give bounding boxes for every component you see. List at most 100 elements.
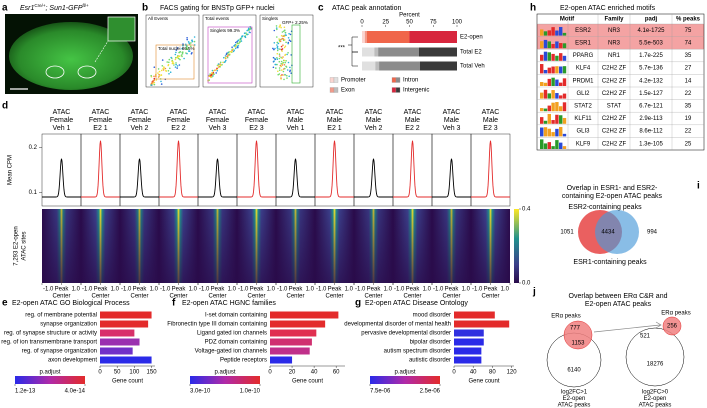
facs-dot xyxy=(278,60,281,63)
category-label: PDZ domain containing xyxy=(205,340,267,346)
x-tick-label: -1.0 xyxy=(316,287,327,293)
facs-dot xyxy=(276,58,279,60)
motif-logo xyxy=(559,115,563,124)
motif-logo xyxy=(547,105,551,112)
x-tick-label: 1.0 xyxy=(345,287,354,293)
facs-dot xyxy=(276,44,278,46)
x-tick-label: 50 xyxy=(114,370,121,376)
facs-dot xyxy=(277,42,280,45)
facs-dot xyxy=(232,50,235,53)
facs-dot xyxy=(289,70,291,73)
colorbar-title: p.adjust xyxy=(214,370,235,376)
table-cell: STAT xyxy=(607,103,622,109)
table-cell: 27 xyxy=(685,66,692,72)
panel-title: Esr1Cre/+; Sun1-GFPfl/+ xyxy=(20,3,89,12)
facs-dot xyxy=(224,56,227,59)
colorbar xyxy=(190,376,260,384)
table-cell: 6.7e-121 xyxy=(639,103,663,109)
facs-dot xyxy=(221,63,223,66)
row-highlight xyxy=(537,36,704,50)
bar xyxy=(100,329,135,337)
category-label: reg. of membrane potential xyxy=(25,313,97,319)
x-tick-label: 40 xyxy=(311,370,318,376)
colorbar-label: 2.5e-06 xyxy=(420,389,441,395)
facs-dot xyxy=(284,54,286,56)
legend-swatch xyxy=(329,87,335,93)
track-header: Female xyxy=(128,117,151,124)
brain-section xyxy=(9,22,133,90)
facs-dot xyxy=(178,57,180,60)
x-tick-label: 0 xyxy=(452,370,456,376)
x-tick-label: -1.0 xyxy=(199,287,210,293)
x-tick-sublabel: Center xyxy=(91,294,109,300)
legend-label: Exon xyxy=(341,88,355,94)
y-axis-label: Mean CPM xyxy=(8,155,14,185)
category-label: Total E2 xyxy=(460,50,482,56)
facs-dot xyxy=(282,44,284,46)
category-label: Total Veh xyxy=(460,64,485,70)
x-tick-label: 1.0 xyxy=(462,287,471,293)
facs-dot xyxy=(276,28,278,31)
x-tick-label: 1.0 xyxy=(150,287,159,293)
category-label: reg. of synapse structure or activity xyxy=(4,331,97,337)
facs-dot xyxy=(178,64,181,66)
facs-dot xyxy=(150,74,152,77)
facs-dot xyxy=(188,42,190,44)
facs-dot xyxy=(283,26,286,29)
facs-dot xyxy=(185,46,188,48)
motif-logo xyxy=(551,77,555,86)
motif-logo xyxy=(559,106,563,112)
track-header: ATAC xyxy=(326,109,344,116)
facs-dot xyxy=(276,57,278,59)
facs-dot xyxy=(246,29,248,32)
legend-swatch xyxy=(395,77,401,83)
x-tick-label: 150 xyxy=(147,370,158,376)
facs-dot xyxy=(283,39,286,41)
table-frame xyxy=(536,13,705,151)
bar xyxy=(100,338,140,346)
motif-logo xyxy=(547,41,551,49)
motif-logo xyxy=(547,128,551,137)
facs-dot xyxy=(283,46,286,49)
facs-dot xyxy=(181,47,183,50)
motif-logo xyxy=(555,41,559,49)
facs-dot xyxy=(226,56,229,59)
colorbar-label: 0.0 xyxy=(522,281,531,287)
title-part: ; Sun1-GFP xyxy=(46,5,83,12)
heatmap-fade xyxy=(276,209,315,283)
table-cell: 4.2e-132 xyxy=(639,78,663,84)
track-header: Male xyxy=(366,117,381,124)
facs-dot xyxy=(247,28,250,31)
facs-dot xyxy=(212,71,215,74)
facs-dot xyxy=(278,53,281,55)
x-tick-label: -1.0 xyxy=(43,287,54,293)
facs-dot xyxy=(289,66,291,69)
set-label: ERα peaks xyxy=(551,314,580,320)
facs-dot xyxy=(279,24,282,26)
table-header: % peaks xyxy=(676,17,701,23)
motif-logo xyxy=(559,43,563,49)
motif-logo xyxy=(543,127,548,137)
facs-dot xyxy=(283,78,285,81)
profile-frame xyxy=(314,133,355,207)
x-tick-label: Peak xyxy=(406,287,421,293)
x-tick-label: Peak xyxy=(367,287,382,293)
facs-dot xyxy=(225,59,227,62)
facs-dot xyxy=(273,48,275,51)
facs-dot xyxy=(278,57,281,60)
x-tick-label: Peak xyxy=(484,287,499,293)
facs-dot xyxy=(283,59,286,62)
heatmap-label: ATAC sites xyxy=(22,231,28,260)
x-tick-sublabel: Center xyxy=(52,294,70,300)
table-cell: 1.7e-225 xyxy=(639,53,663,59)
facs-dot xyxy=(181,51,184,54)
x-tick-label: 0 xyxy=(98,370,102,376)
facs-dot xyxy=(282,56,284,58)
facs-dot xyxy=(233,49,235,51)
track-header: ATAC xyxy=(53,109,71,116)
motif-logo xyxy=(547,113,551,124)
facs-dot xyxy=(285,66,288,68)
x-axis-label: Percent xyxy=(399,13,420,19)
motif-logo xyxy=(540,82,544,86)
